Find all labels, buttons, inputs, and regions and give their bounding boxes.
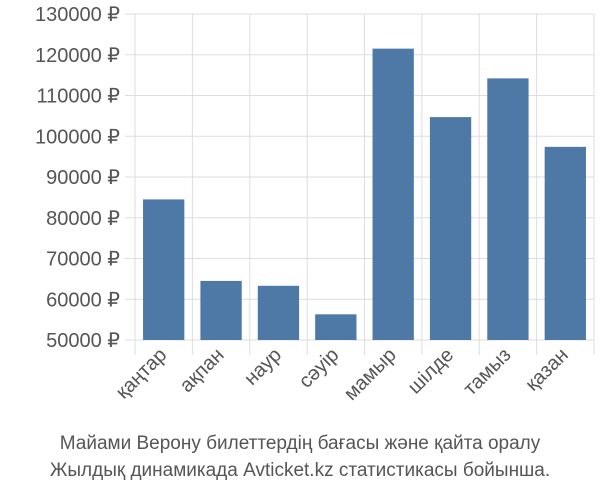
y-tick-label: 50000 ₽ (46, 330, 120, 352)
y-axis-ticks: 50000 ₽ 60000 ₽ 70000 ₽ 80000 ₽ 90000 ₽ 10000… (35, 4, 120, 352)
bar-6 (429, 117, 472, 340)
y-tick-label: 80000 ₽ (46, 208, 120, 230)
chart-caption-line-2: Жылдық динамикада Avticket.kz статистика… (49, 460, 551, 481)
bar-4 (315, 314, 357, 340)
y-tick-label: 120000 ₽ (35, 45, 120, 67)
bar-8 (544, 146, 586, 340)
y-tick-label: 110000 ₽ (36, 86, 120, 108)
bar-7 (487, 78, 529, 340)
bars (143, 48, 586, 340)
bar-chart: 50000 ₽ 60000 ₽ 70000 ₽ 80000 ₽ 90000 ₽ 10000… (35, 4, 595, 405)
bar-5 (372, 48, 414, 340)
y-tick-label: 90000 ₽ (46, 167, 120, 189)
x-tick-label: мамыр (340, 344, 401, 405)
x-tick-label: наур (240, 344, 286, 390)
y-tick-label: 60000 ₽ (46, 289, 120, 311)
grid (125, 13, 595, 355)
bar-2 (200, 280, 242, 340)
x-tick-label: ақпан (176, 344, 229, 397)
chart-caption-line-1: Майами Верону билеттердің бағасы және қа… (59, 433, 541, 454)
x-tick-label: сәуір (295, 344, 344, 393)
bar-3 (257, 285, 300, 340)
y-tick-label: 130000 ₽ (35, 4, 120, 26)
x-tick-label: қаңтар (112, 344, 171, 403)
y-tick-label: 70000 ₽ (46, 249, 120, 271)
bar-1 (143, 199, 185, 340)
x-tick-label: қазан (521, 344, 573, 396)
y-tick-label: 100000 ₽ (35, 126, 120, 148)
x-tick-label: тамыз (459, 344, 515, 400)
x-tick-label: шілде (404, 344, 458, 398)
